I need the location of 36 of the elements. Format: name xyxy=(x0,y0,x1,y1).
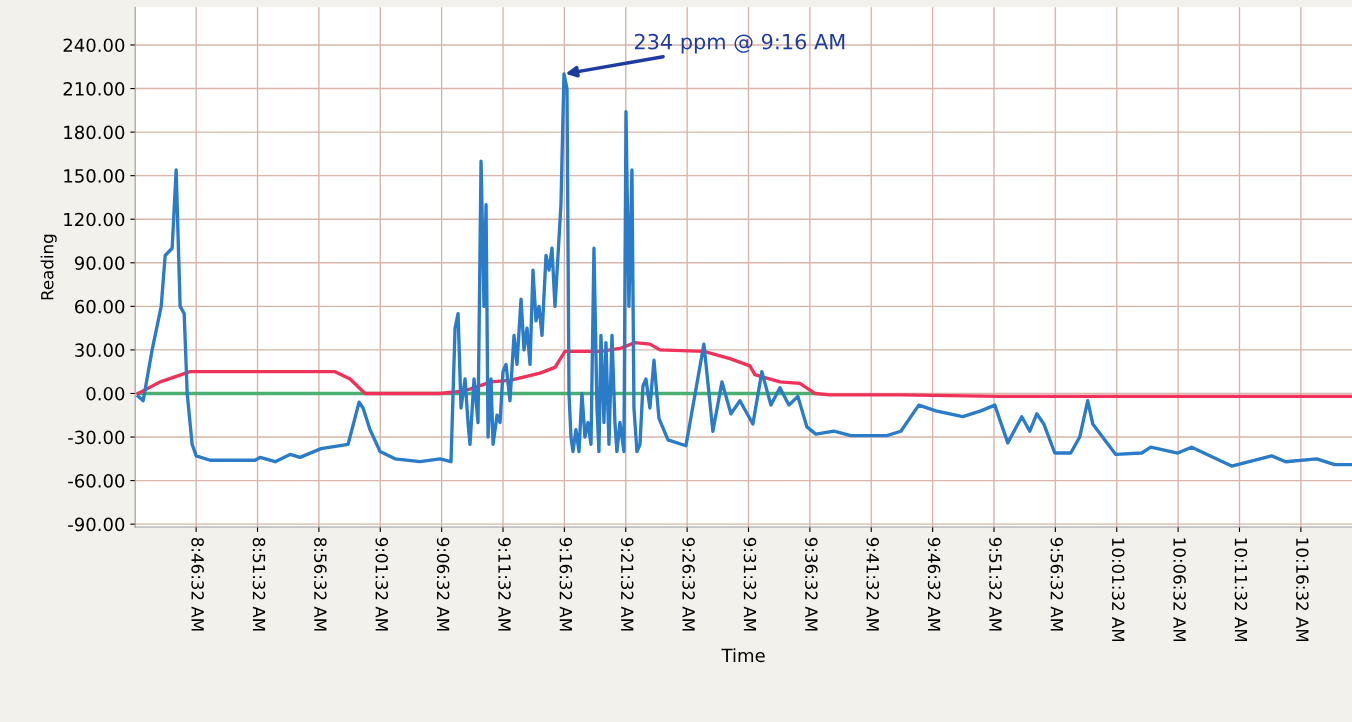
x-tick-label: 9:36:32 AM xyxy=(805,537,818,631)
y-tick-label: 180.00 xyxy=(64,125,125,140)
x-tick-label: 8:46:32 AM xyxy=(191,537,204,631)
y-tick-label: 150.00 xyxy=(64,169,125,183)
y-tick-label: -60.00 xyxy=(68,474,125,488)
x-tick-label: 8:56:32 AM xyxy=(314,537,327,631)
x-tick-label: 9:56:32 AM xyxy=(1050,537,1064,631)
y-tick-label: -30.00 xyxy=(68,430,125,445)
y-tick-label: 120.00 xyxy=(64,212,125,227)
x-tick-label: 9:06:32 AM xyxy=(436,537,450,631)
line-series xyxy=(136,340,1352,399)
line-series xyxy=(136,72,1352,468)
x-tick-label: 9:46:32 AM xyxy=(927,537,941,631)
y-tick-label: -90.00 xyxy=(68,517,125,532)
x-tick-label: 10:16:32 AM xyxy=(1296,538,1309,642)
y-tick-label: 0.00 xyxy=(86,386,125,401)
x-tick-label: 9:41:32 AM xyxy=(866,537,880,631)
annotation: 234 ppm @ 9:16 AM xyxy=(634,33,845,54)
y-tick-label: 240.00 xyxy=(63,38,125,53)
x-tick-label: 9:16:32 AM xyxy=(559,537,573,631)
x-tick-label: 8:51:32 AM xyxy=(252,537,266,631)
y-tick-label: 30.00 xyxy=(75,343,125,358)
x-tick-label: 9:01:32 AM xyxy=(375,537,389,631)
x-tick-label: 9:31:32 AM xyxy=(743,537,757,631)
y-axis-title: Reading xyxy=(40,234,57,300)
x-axis-title: Time xyxy=(721,648,765,663)
y-tick-label: 210.00 xyxy=(63,81,125,96)
x-tick-label: 10:01:32 AM xyxy=(1111,538,1125,642)
x-tick-label: 10:11:32 AM xyxy=(1234,538,1248,642)
x-tick-label: 9:11:32 AM xyxy=(498,537,511,631)
x-tick-label: 9:26:32 AM xyxy=(682,537,695,631)
x-tick-label: 10:06:32 AM xyxy=(1173,538,1186,642)
x-tick-label: 9:21:32 AM xyxy=(620,537,634,631)
y-tick-label: 60.00 xyxy=(75,299,125,314)
x-tick-label: 9:51:32 AM xyxy=(989,537,1002,631)
y-tick-label: 90.00 xyxy=(74,256,125,270)
